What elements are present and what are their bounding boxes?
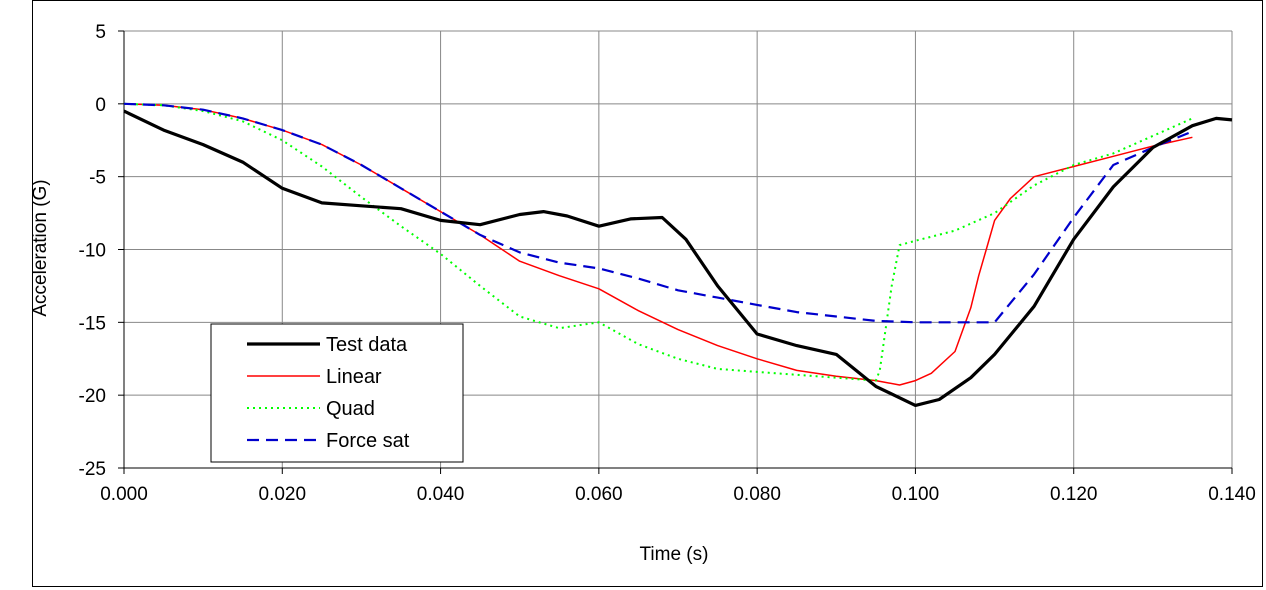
legend-label: Linear xyxy=(326,366,382,388)
x-tick-label: 0.040 xyxy=(417,484,465,505)
y-axis-tick-labels: 5 0 -5 -10 -15 -20 -25 xyxy=(79,22,106,480)
series-line-test-data xyxy=(123,109,1233,407)
x-tick-label: 0.000 xyxy=(100,484,148,505)
y-tick-label: -25 xyxy=(79,459,106,480)
x-tick-label: 0.080 xyxy=(733,484,781,505)
x-tick-label: 0.140 xyxy=(1208,484,1256,505)
x-tick-label: 0.100 xyxy=(892,484,940,505)
series-line-linear xyxy=(123,103,1193,386)
series-line-force-sat xyxy=(123,102,1193,324)
legend-label: Test data xyxy=(326,334,408,356)
legend: Test data Linear Quad Force sat xyxy=(210,323,464,463)
y-axis-title: Acceleration (G) xyxy=(30,179,51,316)
legend-label: Force sat xyxy=(326,430,410,452)
y-tick-label: 0 xyxy=(95,95,106,116)
axes xyxy=(118,30,1233,474)
legend-label: Quad xyxy=(326,398,375,420)
y-tick-label: -5 xyxy=(89,168,106,189)
x-axis-title: Time (s) xyxy=(640,544,709,565)
series-line-quad xyxy=(123,102,1193,382)
x-tick-label: 0.120 xyxy=(1050,484,1098,505)
x-axis-tick-labels: 0.000 0.020 0.040 0.060 0.080 0.100 0.120 0.140 xyxy=(100,484,1256,505)
series-lines xyxy=(123,102,1233,407)
x-tick-label: 0.060 xyxy=(575,484,623,505)
x-tick-label: 0.020 xyxy=(259,484,307,505)
y-tick-label: 5 xyxy=(95,22,106,43)
y-tick-label: -20 xyxy=(79,386,106,407)
y-tick-label: -10 xyxy=(79,241,106,262)
y-tick-label: -15 xyxy=(79,313,106,334)
